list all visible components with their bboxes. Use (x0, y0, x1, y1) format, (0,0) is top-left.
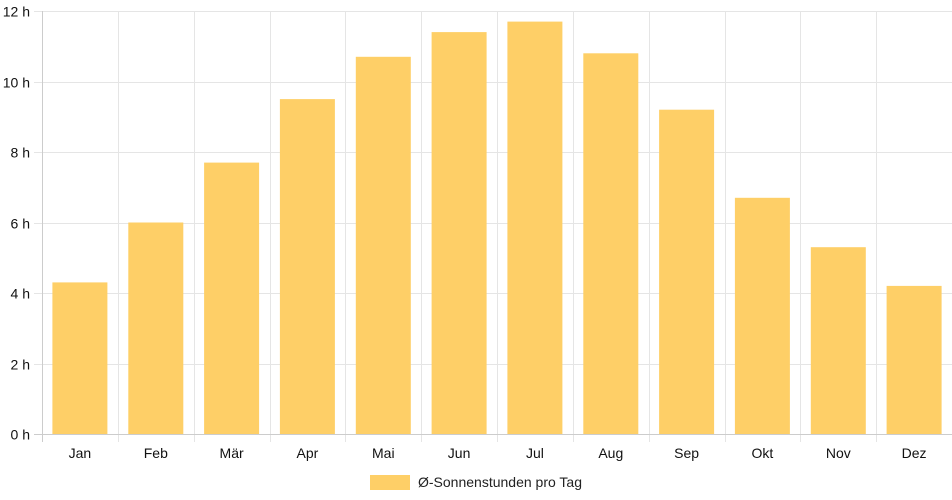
bar-mai[interactable] (355, 56, 411, 435)
bar-aug[interactable] (583, 53, 639, 435)
bar-jul[interactable] (507, 21, 563, 434)
bar-feb[interactable] (128, 222, 184, 435)
x-axis-ticks: Jan Feb Mär Apr Mai Jun Jul Aug Sep Okt Nov Dez (69, 445, 927, 461)
y-tick-label: 12 h (3, 4, 30, 20)
x-tick-label: Apr (297, 445, 319, 461)
bar-jun[interactable] (431, 32, 487, 434)
y-tick-label: 0 h (11, 427, 30, 443)
bars (52, 21, 942, 435)
y-tick-label: 2 h (11, 357, 30, 373)
x-tick-label: Mär (220, 445, 244, 461)
y-tick-label: 6 h (11, 216, 30, 232)
y-axis-ticks: 0 h 2 h 4 h 6 h 8 h 10 h 12 h (3, 4, 30, 443)
bar-mär[interactable] (204, 162, 260, 434)
y-tick-label: 4 h (11, 286, 30, 302)
x-tick-label: Aug (598, 445, 623, 461)
y-tick-label: 10 h (3, 75, 30, 91)
grid-lines (34, 11, 952, 442)
y-tick-label: 8 h (11, 145, 30, 161)
x-tick-label: Dez (902, 445, 927, 461)
legend-label: Ø-Sonnenstunden pro Tag (418, 474, 582, 490)
x-tick-label: Sep (674, 445, 699, 461)
axes (34, 11, 952, 442)
x-tick-label: Nov (826, 445, 851, 461)
legend[interactable]: Ø-Sonnenstunden pro Tag (370, 474, 582, 490)
x-tick-label: Feb (144, 445, 168, 461)
bar-apr[interactable] (279, 99, 335, 434)
bar-jan[interactable] (52, 282, 108, 434)
bar-okt[interactable] (734, 197, 790, 434)
x-tick-label: Jul (526, 445, 544, 461)
bar-sep[interactable] (659, 109, 715, 434)
x-tick-label: Okt (752, 445, 774, 461)
x-tick-label: Jan (69, 445, 92, 461)
bar-dez[interactable] (886, 285, 942, 434)
x-tick-label: Mai (372, 445, 395, 461)
bar-nov[interactable] (810, 247, 866, 434)
x-tick-label: Jun (448, 445, 471, 461)
legend-swatch (370, 475, 410, 490)
